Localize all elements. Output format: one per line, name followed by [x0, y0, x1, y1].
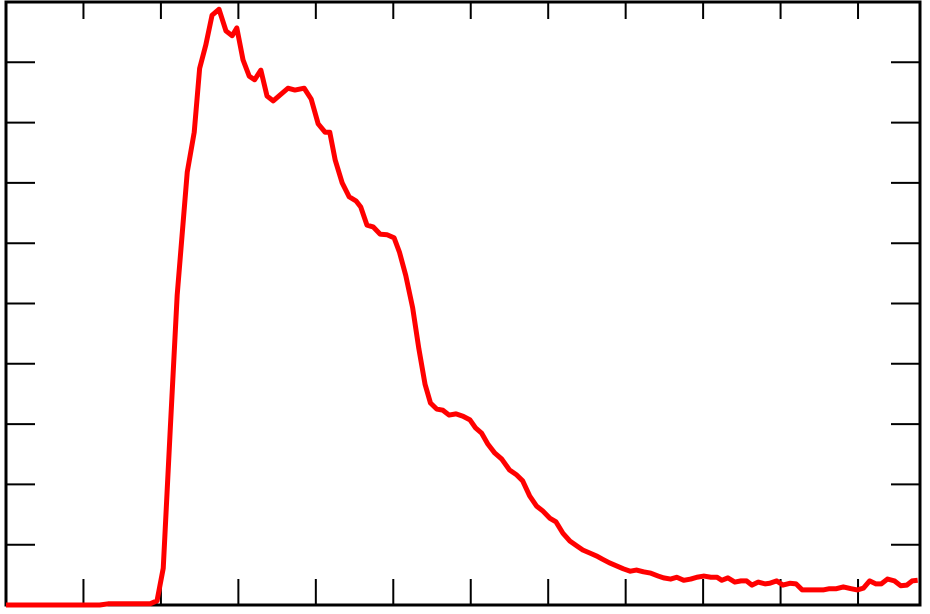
data-line — [6, 6, 918, 608]
plot-frame — [4, 0, 922, 607]
